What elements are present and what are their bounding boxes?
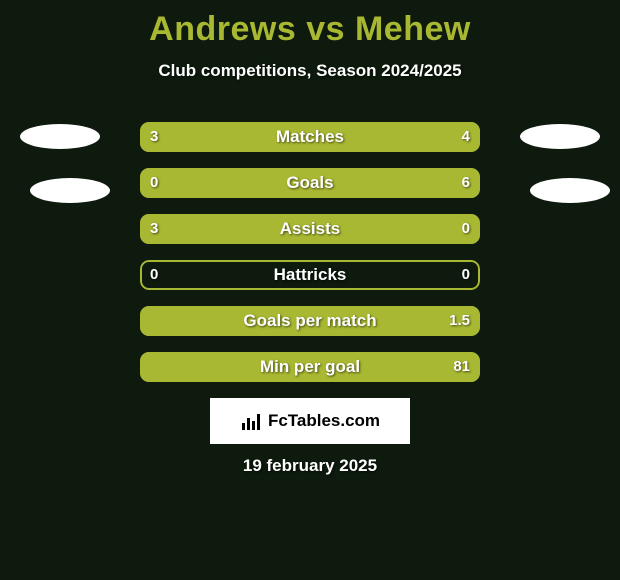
right-logo-2 — [530, 178, 610, 203]
stat-fill-right — [140, 306, 480, 336]
stat-fill-left — [140, 122, 276, 152]
date-label: 19 february 2025 — [0, 456, 620, 476]
stat-fill-right — [405, 214, 480, 244]
stat-fill-left — [140, 214, 405, 244]
page-subtitle: Club competitions, Season 2024/2025 — [0, 61, 620, 81]
right-logo-1 — [520, 124, 600, 149]
stat-fill-right — [201, 168, 480, 198]
page-title: Andrews vs Mehew — [0, 0, 620, 49]
stats-bars: Matches34 Goals06 Assists30 Hattricks0 0 Goal… — [140, 122, 480, 398]
stat-value-right: 0 — [462, 260, 470, 290]
stat-row: Assists30 — [140, 214, 480, 244]
comparison-card: Andrews vs Mehew Club competitions, Seas… — [0, 0, 620, 580]
brand-badge: FcTables.com — [210, 398, 410, 444]
stat-row: Min per goal81 — [140, 352, 480, 382]
stat-label: Hattricks — [140, 260, 480, 290]
left-logo-1 — [20, 124, 100, 149]
brand-text: FcTables.com — [268, 411, 380, 431]
brand-chart-icon — [240, 412, 262, 430]
left-logo-2 — [30, 178, 110, 203]
stat-row: Hattricks0 0 — [140, 260, 480, 290]
stat-row: Goals per match1.5 — [140, 306, 480, 336]
stat-border — [140, 260, 480, 290]
stat-row: Goals06 — [140, 168, 480, 198]
stat-value-left: 0 — [150, 260, 158, 290]
stat-row: Matches34 — [140, 122, 480, 152]
stat-fill-right — [140, 352, 480, 382]
stat-fill-right — [276, 122, 480, 152]
stat-fill-left — [140, 168, 201, 198]
